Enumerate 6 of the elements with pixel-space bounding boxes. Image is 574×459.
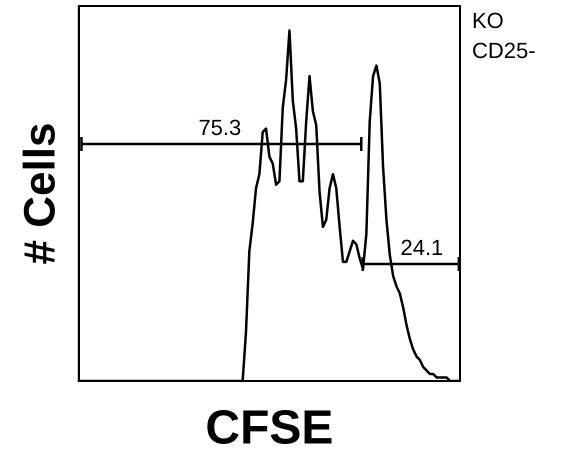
annotation: 75.3 (198, 115, 242, 140)
annotation: 24.1 (400, 235, 444, 260)
text: KO (472, 7, 505, 35)
y-axis-title: # Cells (16, 122, 65, 264)
text: CD25- (472, 37, 536, 65)
x-axis-title: CFSE (205, 401, 334, 454)
